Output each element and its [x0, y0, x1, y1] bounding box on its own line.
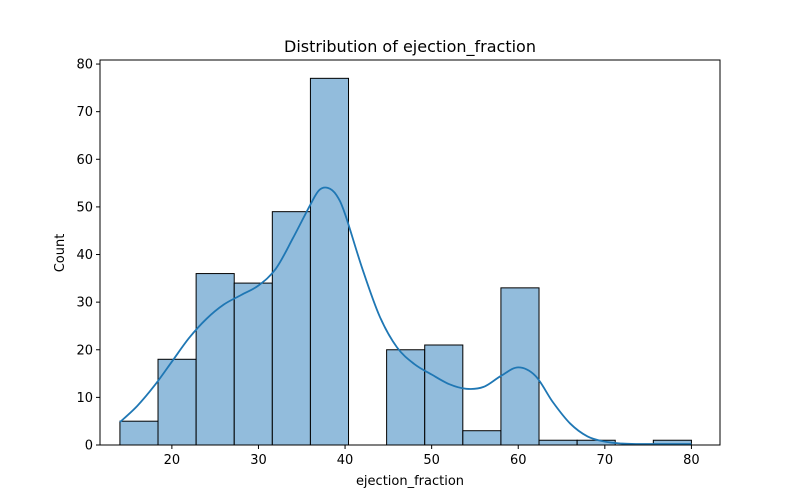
y-tick-label: 40 [76, 248, 93, 263]
y-tick-label: 0 [85, 439, 93, 454]
x-tick-label: 20 [164, 453, 181, 468]
histogram-bar [424, 344, 464, 446]
y-tick-label: 60 [76, 153, 93, 168]
x-tick-label: 60 [510, 453, 527, 468]
kde-line [119, 186, 692, 445]
histogram-bar [119, 420, 159, 446]
x-tick-label: 40 [337, 453, 354, 468]
kde-layer [119, 186, 692, 445]
histogram-bar [462, 430, 502, 446]
histogram-bar [233, 282, 273, 446]
axes-layer: 20 30 40 50 60 70 80 0 10 20 30 40 50 60 70 80 [76, 58, 721, 468]
x-axis-title: ejection_fraction [356, 474, 464, 489]
x-tick-label: 80 [683, 453, 700, 468]
histogram-bar [538, 439, 578, 446]
histogram-bar [195, 273, 235, 446]
bars-layer [119, 77, 692, 446]
y-axis-title: Count [53, 234, 68, 273]
histogram-bar [271, 211, 311, 446]
histogram-bar [386, 349, 426, 446]
y-tick-label: 30 [76, 296, 93, 311]
y-tick-label: 70 [76, 105, 93, 120]
histogram-bar [500, 287, 540, 446]
y-tick-label: 50 [76, 200, 93, 215]
x-tick-label: 30 [250, 453, 267, 468]
plot-frame [99, 59, 721, 446]
y-tick-label: 10 [76, 391, 93, 406]
x-tick-label: 70 [597, 453, 614, 468]
chart-title: Distribution of ejection_fraction [284, 37, 536, 57]
x-tick-label: 50 [423, 453, 440, 468]
histogram-bar [309, 77, 350, 446]
y-tick-label: 80 [76, 58, 93, 73]
y-tick-label: 20 [76, 343, 93, 358]
